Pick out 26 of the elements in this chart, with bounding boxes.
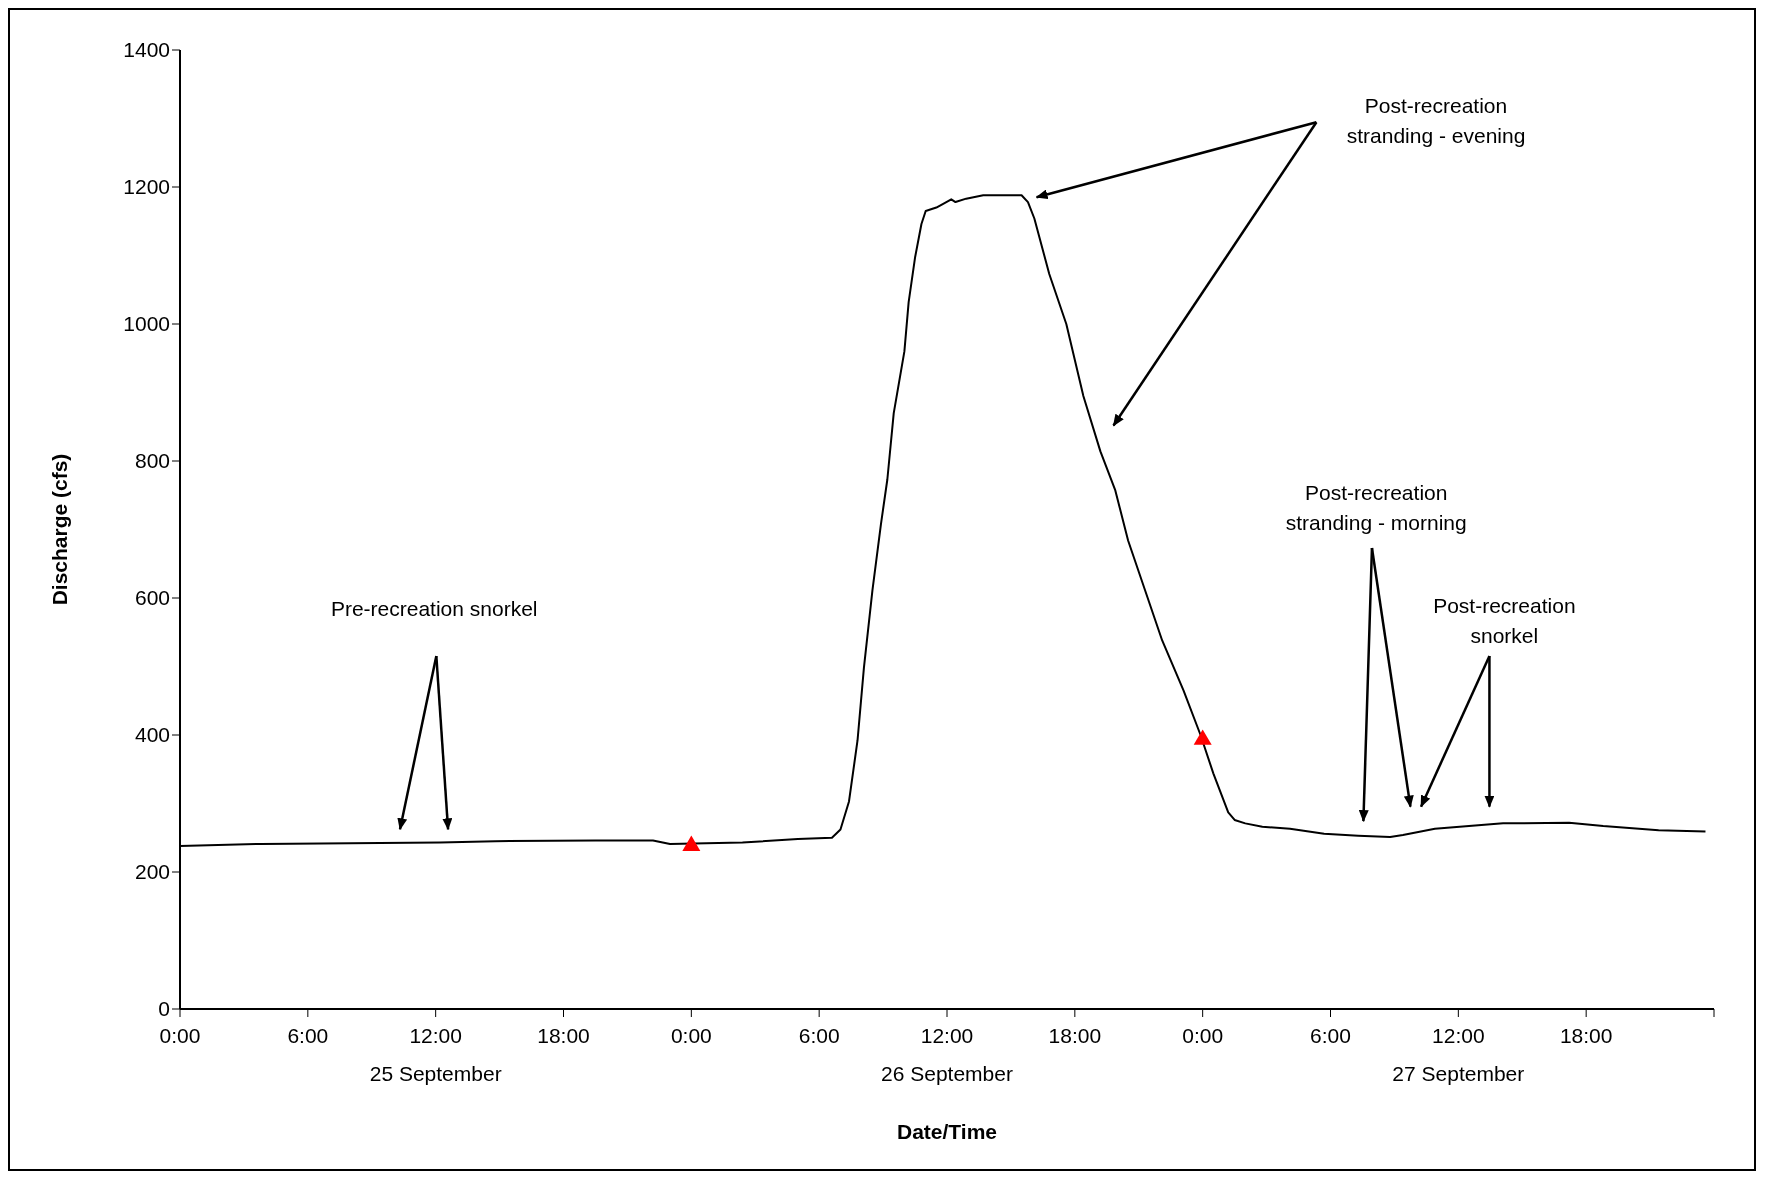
annotation: Pre-recreation snorkel [329,595,539,622]
y-tick-label: 600 [134,586,170,610]
y-axis-title: Discharge (cfs) [48,453,72,606]
x-tick-label: 6:00 [287,1024,329,1047]
y-tick-label: 1400 [123,38,170,62]
y-tick-label: 1000 [123,312,170,336]
y-tick-label: 0 [158,997,170,1021]
annotation: Post-recreation stranding - morning [1284,480,1468,537]
x-tick-label: 0:00 [1182,1024,1224,1047]
y-tick-label: 1200 [123,175,170,199]
x-tick-label: 6:00 [1310,1024,1351,1047]
y-tick-label: 200 [134,860,170,884]
annotation: Post-recreation snorkel [1432,592,1577,649]
x-tick-label: 12:00 26 September [881,1024,1013,1085]
x-tick-label: 12:00 25 September [369,1024,502,1085]
y-tick-label: 400 [134,723,170,747]
x-tick-label: 0:00 [670,1024,712,1047]
x-tick-label: 6:00 [798,1024,840,1047]
x-tick-label: 12:00 27 September [1392,1024,1525,1085]
y-tick-label: 800 [134,449,170,473]
x-axis-title: Date/Time [897,1120,997,1143]
x-tick-label: 0:00 [159,1024,201,1047]
x-tick-label: 18:00 [1559,1024,1613,1047]
annotation: Post-recreation stranding - evening [1345,92,1527,149]
x-tick-label: 18:00 [1048,1024,1102,1047]
x-tick-label: 18:00 [537,1024,590,1047]
